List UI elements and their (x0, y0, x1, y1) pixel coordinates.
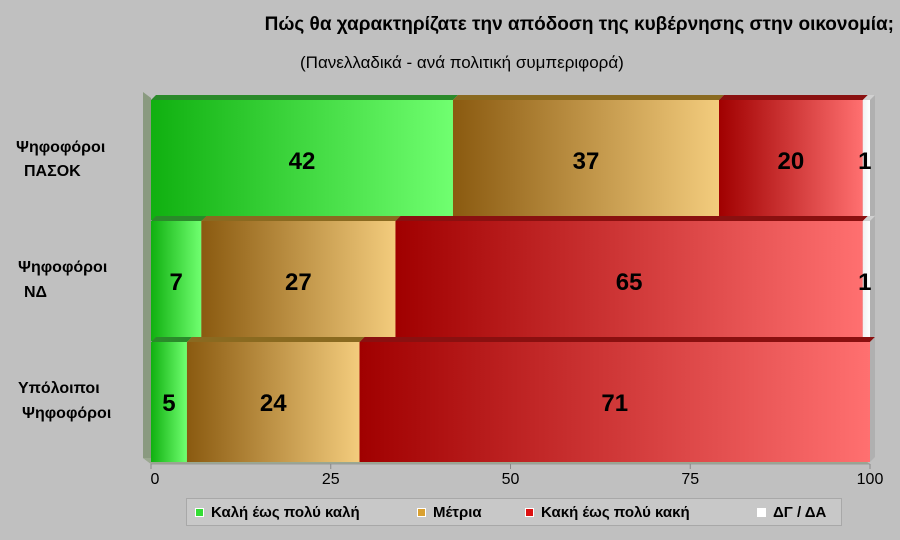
bar-side-face (870, 216, 875, 341)
bar-top-face (862, 216, 875, 221)
legend-item: Καλή έως πολύ καλή (195, 504, 360, 521)
bar-side-face (870, 95, 875, 220)
bar-top-face (452, 95, 725, 100)
bar-1-2 (395, 221, 863, 341)
x-tick-label-75: 75 (681, 471, 699, 488)
legend-item: Μέτρια (417, 504, 482, 521)
category-label-2-0: Υπόλοιποι (18, 380, 100, 397)
value-label-1-1: 27 (285, 269, 312, 296)
category-label-1-1: ΝΔ (24, 284, 47, 301)
category-label-0-1: ΠΑΣΟΚ (24, 163, 81, 180)
bar-top-face (151, 95, 458, 100)
category-label-1-0: Ψηφοφόροι (18, 259, 107, 276)
category-labels: Ψηφοφόροι ΠΑΣΟΚ Ψηφοφόροι ΝΔ Υπόλοιποι Ψηφοφό… (16, 139, 111, 422)
value-labels: 42 37 20 1 7 27 65 1 5 24 71 (162, 148, 871, 417)
bar-0-3 (862, 100, 870, 220)
x-tick-label-0: 0 (151, 471, 160, 488)
legend-swatch (525, 507, 534, 517)
bar-top-face (719, 95, 868, 100)
value-label-2-1: 24 (260, 390, 287, 417)
legend-label: Κακή έως πολύ κακή (541, 503, 690, 521)
bar-top-face (201, 216, 401, 221)
bar-1-3 (862, 221, 870, 341)
legend-item: ΔΓ / ΔΑ (757, 504, 826, 521)
legend-item: Κακή έως πολύ κακή (525, 504, 690, 521)
legend: Καλή έως πολύ καλή Μέτρια Κακή έως πολύ κα… (186, 498, 842, 526)
x-axis-ticks: 0 25 50 75 100 (150, 464, 884, 488)
bar-2-2 (359, 342, 870, 462)
bar-2-0 (151, 342, 187, 462)
bar-side-face (870, 337, 875, 462)
value-label-0-1: 37 (573, 148, 600, 175)
bar-top-face (862, 95, 875, 100)
bar-top-face (395, 216, 868, 221)
legend-label: Καλή έως πολύ καλή (211, 503, 360, 521)
side-wall (143, 92, 151, 464)
x-tick-label-100: 100 (857, 471, 884, 488)
legend-swatch (195, 507, 204, 517)
value-label-1-0: 7 (169, 269, 182, 296)
bar-top-face (151, 337, 192, 342)
x-tick-label-50: 50 (502, 471, 520, 488)
legend-swatch (417, 507, 426, 517)
chart-subtitle-text: (Πανελλαδικά - ανά πολιτική συμπεριφορά) (300, 53, 624, 72)
chart-title-text: Πώς θα χαρακτηρίζατε την απόδοση της κυβ… (264, 14, 894, 35)
bar-0-0 (151, 100, 453, 220)
bar-0-2 (719, 100, 863, 220)
bar-top-face (359, 337, 875, 342)
bar-1-1 (201, 221, 396, 341)
bar-top-face (186, 337, 365, 342)
value-label-0-0: 42 (289, 148, 316, 175)
bars (151, 95, 875, 462)
value-label-2-0: 5 (162, 390, 175, 417)
value-label-0-2: 20 (778, 148, 805, 175)
value-label-1-2: 65 (616, 269, 643, 296)
bar-1-0 (151, 221, 202, 341)
bar-2-1 (186, 342, 360, 462)
x-tick-label-25: 25 (322, 471, 340, 488)
legend-swatch (757, 507, 766, 517)
category-label-0-0: Ψηφοφόροι (16, 139, 105, 156)
bar-0-1 (452, 100, 720, 220)
legend-label: Μέτρια (433, 503, 482, 521)
bar-top-face (151, 216, 207, 221)
legend-label: ΔΓ / ΔΑ (773, 503, 827, 521)
value-label-0-3: 1 (858, 148, 871, 175)
value-label-1-3: 1 (858, 269, 871, 296)
value-label-2-2: 71 (601, 390, 628, 417)
category-label-2-1: Ψηφοφόροι (22, 405, 111, 422)
